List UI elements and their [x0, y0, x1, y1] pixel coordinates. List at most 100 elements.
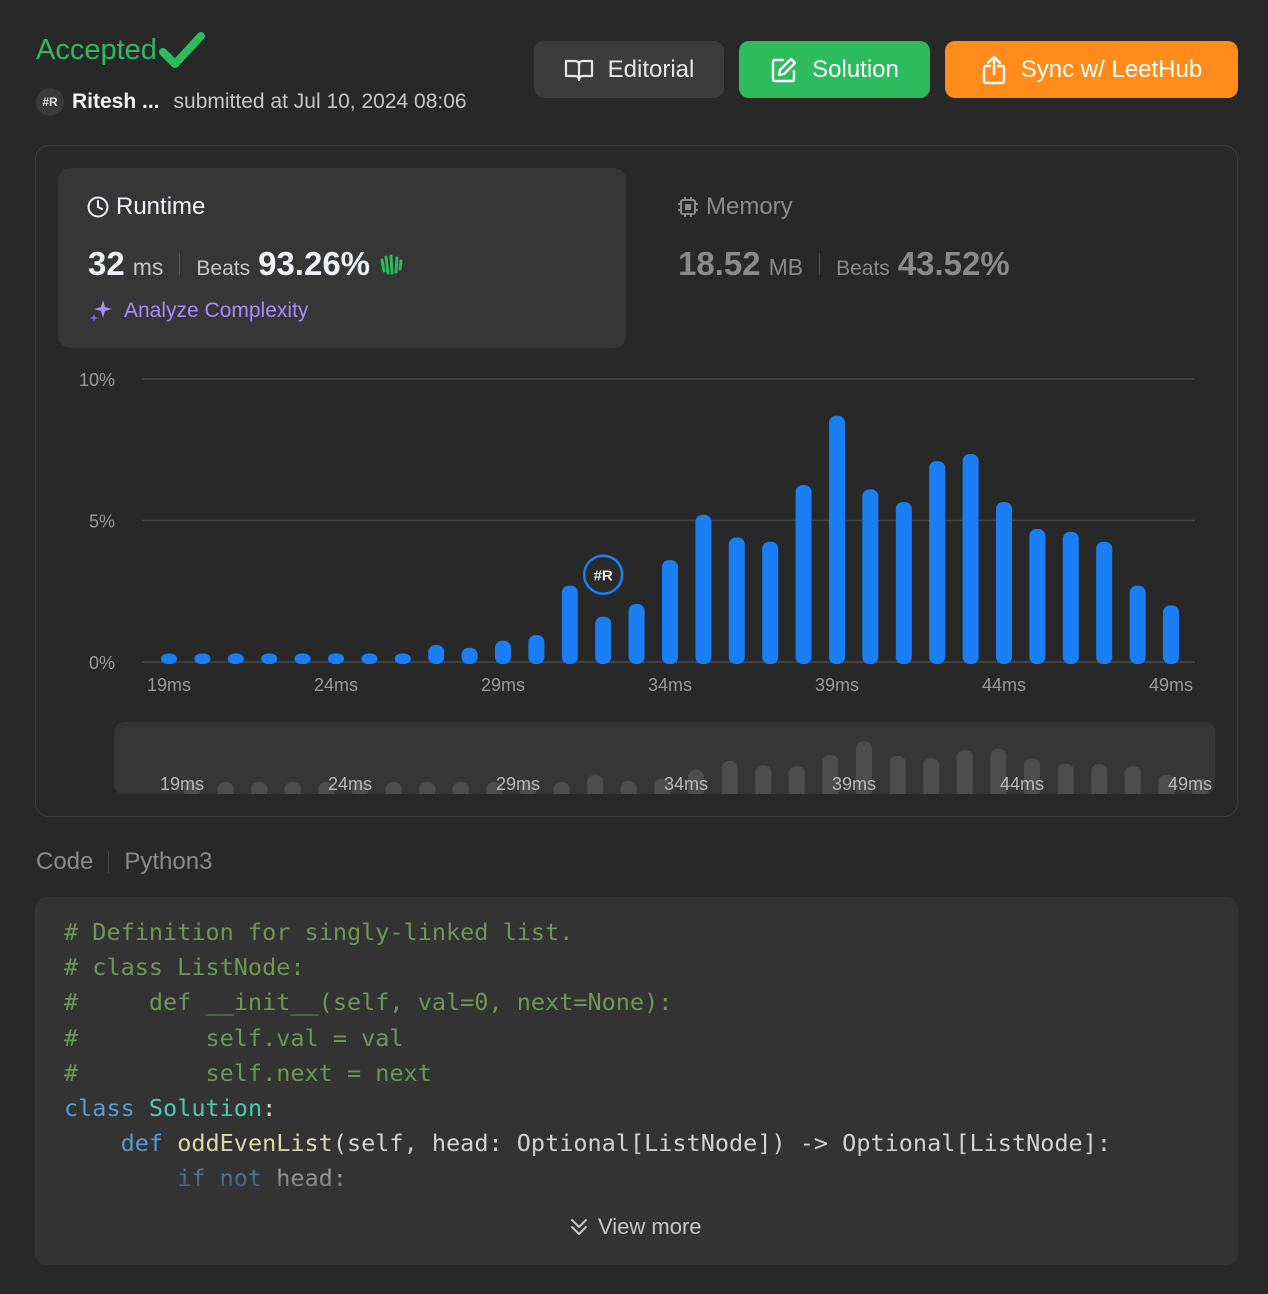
memory-title[interactable]: Memory	[676, 193, 793, 221]
mini-chart-bar	[990, 748, 1007, 794]
chart-bar[interactable]	[428, 645, 445, 664]
chart-bar[interactable]	[1029, 528, 1046, 664]
mini-chart-bar	[788, 766, 805, 794]
x-tick-label: 19ms	[147, 675, 191, 695]
runtime-panel[interactable]	[58, 168, 626, 348]
memory-title-label: Memory	[706, 193, 793, 220]
chart-bar[interactable]	[394, 653, 411, 664]
x-tick-label: 34ms	[648, 675, 692, 695]
clap-icon	[380, 254, 403, 275]
chart-bar[interactable]	[628, 603, 645, 664]
divider	[179, 253, 181, 275]
mini-chart-bar	[284, 782, 301, 794]
mini-chart-bar	[1091, 764, 1108, 794]
chart-bar[interactable]	[495, 640, 511, 664]
mini-chart-bar	[553, 782, 570, 794]
mini-chart-bar	[587, 774, 604, 794]
mini-chart-bar	[520, 782, 536, 794]
your-submission-marker[interactable]: #R	[582, 554, 624, 595]
sync-label: Sync w/ LeetHub	[1020, 55, 1203, 83]
chart-bar[interactable]	[795, 485, 812, 664]
y-tick-label: 10%	[79, 370, 115, 390]
sync-leethub-button[interactable]: Sync w/ LeetHub	[945, 41, 1238, 98]
chart-bar[interactable]	[161, 653, 177, 664]
mini-chart-bar	[251, 782, 268, 794]
mini-x-tick-label: 34ms	[664, 774, 708, 794]
x-tick-label: 49ms	[1149, 675, 1193, 695]
runtime-title: Runtime	[86, 193, 205, 221]
mini-chart-bar	[620, 781, 637, 794]
mini-x-tick-label: 24ms	[328, 774, 372, 794]
x-tick-label: 39ms	[815, 675, 859, 695]
memory-metric: 18.52 MB Beats 43.52%	[678, 245, 1010, 283]
share-icon	[982, 55, 1005, 84]
status-text: Accepted	[36, 33, 157, 66]
runtime-distribution-chart[interactable]: 10% 5% 0% 19ms 24ms 29ms 34ms 39ms 44ms 49ms #R	[60, 362, 1210, 702]
chart-bar[interactable]	[1096, 541, 1113, 664]
avatar[interactable]: #R	[36, 88, 64, 116]
runtime-value: 32	[88, 245, 125, 282]
chart-bar[interactable]	[662, 560, 678, 664]
chart-bar[interactable]	[261, 653, 278, 664]
chart-bar[interactable]	[227, 653, 244, 664]
chart-bar[interactable]	[294, 653, 311, 664]
chart-bar[interactable]	[962, 453, 979, 664]
analyze-label: Analyze Complexity	[124, 299, 309, 322]
status-accepted: Accepted	[36, 30, 205, 70]
chart-bar[interactable]	[561, 585, 578, 664]
chart-bar[interactable]	[695, 514, 712, 664]
mini-chart-bar	[486, 782, 503, 794]
sparkle-icon	[90, 300, 112, 322]
chart-bar[interactable]	[1062, 531, 1079, 664]
mini-chart-bar	[385, 782, 402, 794]
mini-chart-bar	[1057, 763, 1074, 794]
chart-bar[interactable]	[1163, 605, 1179, 664]
mini-chart-bar	[956, 750, 973, 794]
chart-bar[interactable]	[528, 635, 545, 664]
mini-x-tick-label: 49ms	[1168, 774, 1212, 794]
mini-x-tick-label: 19ms	[160, 774, 204, 794]
chart-bar[interactable]	[895, 502, 912, 664]
code-block[interactable]: # Definition for singly-linked list. # c…	[35, 897, 1238, 1265]
marker-label: #R	[594, 568, 613, 585]
chart-bar[interactable]	[595, 616, 612, 664]
analyze-complexity-link[interactable]: Analyze Complexity	[88, 298, 308, 324]
chart-bar[interactable]	[829, 415, 845, 664]
divider	[819, 253, 821, 275]
chart-bar[interactable]	[328, 653, 344, 664]
mini-chart-bar	[721, 760, 738, 794]
edit-icon	[771, 57, 797, 82]
mini-chart-bar	[1192, 778, 1208, 794]
mini-chart-bar	[654, 778, 671, 794]
book-icon	[564, 59, 593, 81]
chart-range-slider[interactable]: 19ms 24ms 29ms 34ms 39ms 44ms 49ms	[114, 722, 1215, 794]
view-more-button[interactable]: View more	[568, 1214, 702, 1240]
chart-bar[interactable]	[461, 647, 478, 664]
chart-bar[interactable]	[996, 502, 1012, 664]
runtime-beats-value: 93.26%	[258, 245, 371, 282]
submission-meta: #R Ritesh ... submitted at Jul 10, 2024 …	[36, 88, 467, 116]
chart-bar[interactable]	[1129, 585, 1146, 664]
mini-chart-bar	[923, 758, 940, 794]
solution-button[interactable]: Solution	[739, 41, 930, 98]
chart-bar[interactable]	[194, 653, 211, 664]
editorial-button[interactable]: Editorial	[534, 41, 724, 98]
runtime-metric: 32 ms Beats 93.26%	[88, 245, 404, 283]
mini-chart-bar	[1124, 766, 1141, 794]
mini-x-tick-label: 29ms	[496, 774, 540, 794]
mini-chart-bar	[184, 782, 200, 794]
chart-bar[interactable]	[929, 461, 946, 664]
mini-chart-bar	[419, 782, 436, 794]
chart-bar[interactable]	[862, 489, 879, 664]
chip-icon	[678, 197, 698, 217]
x-tick-label: 24ms	[314, 675, 358, 695]
runtime-beats-label: Beats	[196, 257, 251, 280]
chart-bar[interactable]	[361, 653, 378, 664]
chart-bar[interactable]	[728, 537, 745, 664]
runtime-unit: ms	[132, 254, 164, 280]
author-name[interactable]: Ritesh ...	[72, 90, 160, 113]
chart-bar[interactable]	[762, 541, 779, 664]
x-tick-label: 29ms	[481, 675, 525, 695]
mini-overview-chart[interactable]: 19ms 24ms 29ms 34ms 39ms 44ms 49ms	[114, 722, 1215, 794]
mini-chart-bar	[318, 782, 335, 794]
